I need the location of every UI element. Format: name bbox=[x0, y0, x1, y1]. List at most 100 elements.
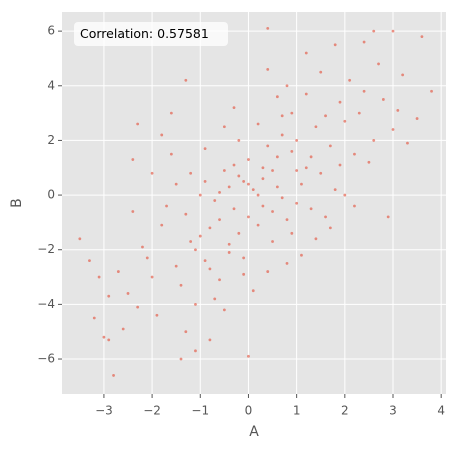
point bbox=[406, 141, 409, 145]
point bbox=[136, 122, 140, 126]
point bbox=[280, 133, 284, 137]
point bbox=[227, 251, 231, 254]
point bbox=[227, 185, 231, 189]
point bbox=[367, 160, 371, 164]
point bbox=[232, 163, 236, 167]
point bbox=[314, 237, 318, 241]
point bbox=[237, 231, 241, 235]
y-tick-label: −6 bbox=[37, 352, 55, 366]
point bbox=[386, 215, 390, 219]
x-tick-label: 0 bbox=[245, 404, 253, 418]
y-tick-label: 6 bbox=[47, 24, 55, 38]
point bbox=[169, 111, 173, 115]
point bbox=[290, 231, 294, 235]
point bbox=[290, 149, 294, 153]
point bbox=[97, 275, 101, 279]
point bbox=[295, 139, 299, 142]
point bbox=[203, 259, 207, 263]
point bbox=[247, 182, 250, 186]
point bbox=[116, 270, 120, 273]
point bbox=[285, 84, 289, 88]
point bbox=[232, 207, 236, 211]
point bbox=[203, 180, 207, 183]
point bbox=[145, 256, 149, 260]
point bbox=[107, 338, 111, 342]
point bbox=[155, 313, 159, 317]
point bbox=[136, 305, 140, 309]
y-axis-label: B bbox=[9, 198, 25, 208]
point bbox=[324, 215, 327, 219]
y-tick-label: 0 bbox=[47, 188, 55, 202]
point bbox=[300, 253, 303, 257]
point bbox=[141, 245, 144, 249]
x-tick-label: 1 bbox=[293, 404, 301, 418]
point bbox=[338, 100, 342, 104]
point bbox=[372, 139, 376, 142]
point bbox=[208, 267, 212, 271]
point bbox=[184, 78, 188, 82]
point bbox=[266, 144, 270, 148]
point bbox=[198, 193, 202, 197]
point bbox=[381, 98, 385, 101]
point bbox=[256, 223, 260, 227]
annotation-box bbox=[74, 22, 228, 46]
point bbox=[251, 289, 255, 293]
point bbox=[126, 292, 130, 295]
point bbox=[271, 240, 274, 243]
point bbox=[362, 89, 366, 93]
point bbox=[208, 226, 212, 230]
point bbox=[165, 204, 168, 208]
point bbox=[203, 147, 207, 151]
x-tick-label: −1 bbox=[191, 404, 209, 418]
point bbox=[213, 199, 217, 202]
point bbox=[179, 357, 183, 361]
point bbox=[348, 78, 352, 82]
point bbox=[280, 114, 284, 118]
point bbox=[319, 70, 323, 74]
point bbox=[415, 117, 419, 120]
point bbox=[92, 316, 96, 320]
point bbox=[261, 166, 265, 170]
point bbox=[222, 308, 226, 312]
point bbox=[295, 169, 299, 172]
point bbox=[174, 264, 178, 268]
point bbox=[107, 294, 111, 298]
point bbox=[174, 182, 178, 186]
point bbox=[218, 190, 221, 194]
point bbox=[184, 212, 188, 216]
point bbox=[194, 349, 197, 353]
plot-area bbox=[62, 12, 446, 394]
point bbox=[266, 270, 270, 273]
point bbox=[261, 204, 265, 208]
point bbox=[304, 51, 308, 55]
point bbox=[227, 242, 231, 246]
point bbox=[324, 114, 327, 118]
point bbox=[372, 29, 376, 33]
point bbox=[353, 204, 356, 208]
point bbox=[377, 62, 380, 66]
point bbox=[242, 272, 246, 276]
point bbox=[328, 144, 332, 148]
point bbox=[319, 171, 323, 175]
x-tick-label: 4 bbox=[437, 404, 445, 418]
point bbox=[285, 261, 289, 265]
point bbox=[290, 111, 294, 115]
point bbox=[266, 67, 270, 71]
point bbox=[184, 330, 188, 334]
point bbox=[271, 169, 274, 172]
point bbox=[208, 338, 212, 342]
point bbox=[222, 125, 226, 129]
point bbox=[150, 275, 154, 279]
point bbox=[169, 152, 173, 156]
point bbox=[189, 171, 193, 175]
point bbox=[247, 158, 250, 161]
point bbox=[295, 201, 299, 205]
point bbox=[314, 125, 318, 129]
point bbox=[160, 223, 164, 227]
point bbox=[198, 234, 202, 238]
point bbox=[131, 210, 135, 213]
y-tick-label: 2 bbox=[47, 133, 55, 147]
point bbox=[261, 177, 265, 181]
point bbox=[343, 193, 347, 197]
